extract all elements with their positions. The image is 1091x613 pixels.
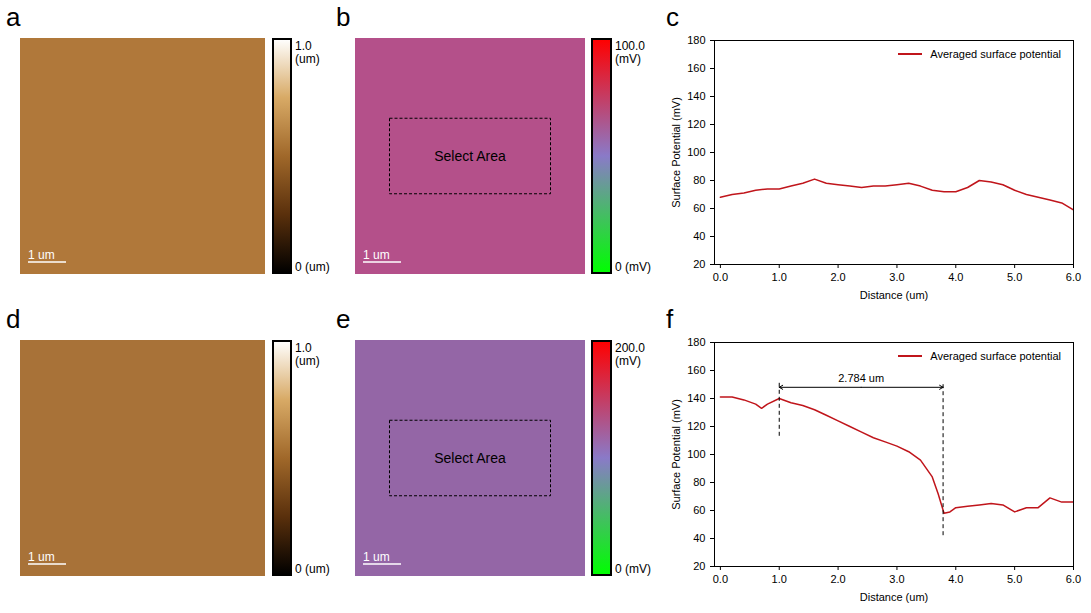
svg-text:Select Area: Select Area xyxy=(434,450,506,466)
svg-text:1.0(um): 1.0(um) xyxy=(295,341,320,368)
svg-text:Select Area: Select Area xyxy=(434,148,506,164)
html-text:b: b xyxy=(336,2,351,32)
svg-text:160: 160 xyxy=(687,364,705,376)
svg-text:Distance (um): Distance (um) xyxy=(860,591,928,603)
svg-text:180: 180 xyxy=(687,34,705,46)
html-text:f: f xyxy=(666,304,674,334)
html-text:c: c xyxy=(666,2,679,32)
svg-text:0 (um): 0 (um) xyxy=(295,562,330,576)
svg-text:1 um: 1 um xyxy=(363,248,390,262)
svg-text:80: 80 xyxy=(693,174,705,186)
svg-text:0.0: 0.0 xyxy=(713,573,728,585)
svg-text:100.0(mV): 100.0(mV) xyxy=(615,39,645,66)
svg-text:3.0: 3.0 xyxy=(889,573,904,585)
svg-text:5.0: 5.0 xyxy=(1007,573,1022,585)
svg-text:120: 120 xyxy=(687,118,705,130)
svg-text:2.0: 2.0 xyxy=(830,573,845,585)
svg-text:140: 140 xyxy=(687,90,705,102)
html-text:d: d xyxy=(6,304,21,334)
html-text:e: e xyxy=(336,304,351,334)
svg-text:6.0: 6.0 xyxy=(1066,271,1081,283)
svg-text:0 (um): 0 (um) xyxy=(295,260,330,274)
html-text:Averaged surface potential: Averaged surface potential xyxy=(930,48,1061,60)
svg-text:140: 140 xyxy=(687,392,705,404)
svg-text:60: 60 xyxy=(693,202,705,214)
svg-text:Surface Potential (mV): Surface Potential (mV) xyxy=(670,399,682,510)
svg-text:1 um: 1 um xyxy=(363,550,390,564)
svg-text:0 (mV): 0 (mV) xyxy=(615,562,651,576)
html-text:a: a xyxy=(6,2,21,32)
svg-text:20: 20 xyxy=(693,560,705,572)
svg-text:4.0: 4.0 xyxy=(948,573,963,585)
svg-text:200.0(mV): 200.0(mV) xyxy=(615,341,645,368)
svg-text:40: 40 xyxy=(693,532,705,544)
svg-text:0 (mV): 0 (mV) xyxy=(615,260,651,274)
svg-text:40: 40 xyxy=(693,230,705,242)
svg-text:1.0(um): 1.0(um) xyxy=(295,39,320,66)
svg-text:0.0: 0.0 xyxy=(713,271,728,283)
svg-text:Distance (um): Distance (um) xyxy=(860,289,928,301)
svg-text:120: 120 xyxy=(687,420,705,432)
svg-text:20: 20 xyxy=(693,258,705,270)
svg-text:1.0: 1.0 xyxy=(772,573,787,585)
svg-text:3.0: 3.0 xyxy=(889,271,904,283)
svg-text:60: 60 xyxy=(693,504,705,516)
svg-text:2.0: 2.0 xyxy=(830,271,845,283)
svg-text:2.784 um: 2.784 um xyxy=(838,372,884,384)
svg-text:6.0: 6.0 xyxy=(1066,573,1081,585)
svg-text:5.0: 5.0 xyxy=(1007,271,1022,283)
svg-text:4.0: 4.0 xyxy=(948,271,963,283)
svg-text:100: 100 xyxy=(687,448,705,460)
svg-text:100: 100 xyxy=(687,146,705,158)
svg-text:180: 180 xyxy=(687,336,705,348)
svg-text:1.0: 1.0 xyxy=(772,271,787,283)
html-text:Averaged surface potential: Averaged surface potential xyxy=(930,350,1061,362)
svg-text:1 um: 1 um xyxy=(28,550,55,564)
svg-text:80: 80 xyxy=(693,476,705,488)
svg-text:160: 160 xyxy=(687,62,705,74)
svg-text:Surface Potential (mV): Surface Potential (mV) xyxy=(670,97,682,208)
svg-text:1 um: 1 um xyxy=(28,248,55,262)
